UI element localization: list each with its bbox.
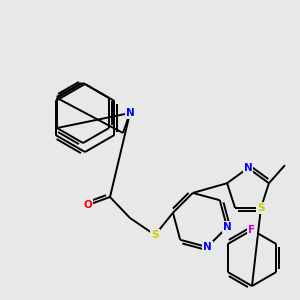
Text: N: N [223, 222, 231, 232]
Text: S: S [151, 230, 159, 240]
Text: N: N [126, 108, 134, 118]
Text: N: N [244, 163, 252, 173]
Text: N: N [203, 242, 212, 252]
Text: F: F [248, 225, 256, 235]
Text: S: S [257, 203, 265, 213]
Text: O: O [84, 200, 92, 210]
